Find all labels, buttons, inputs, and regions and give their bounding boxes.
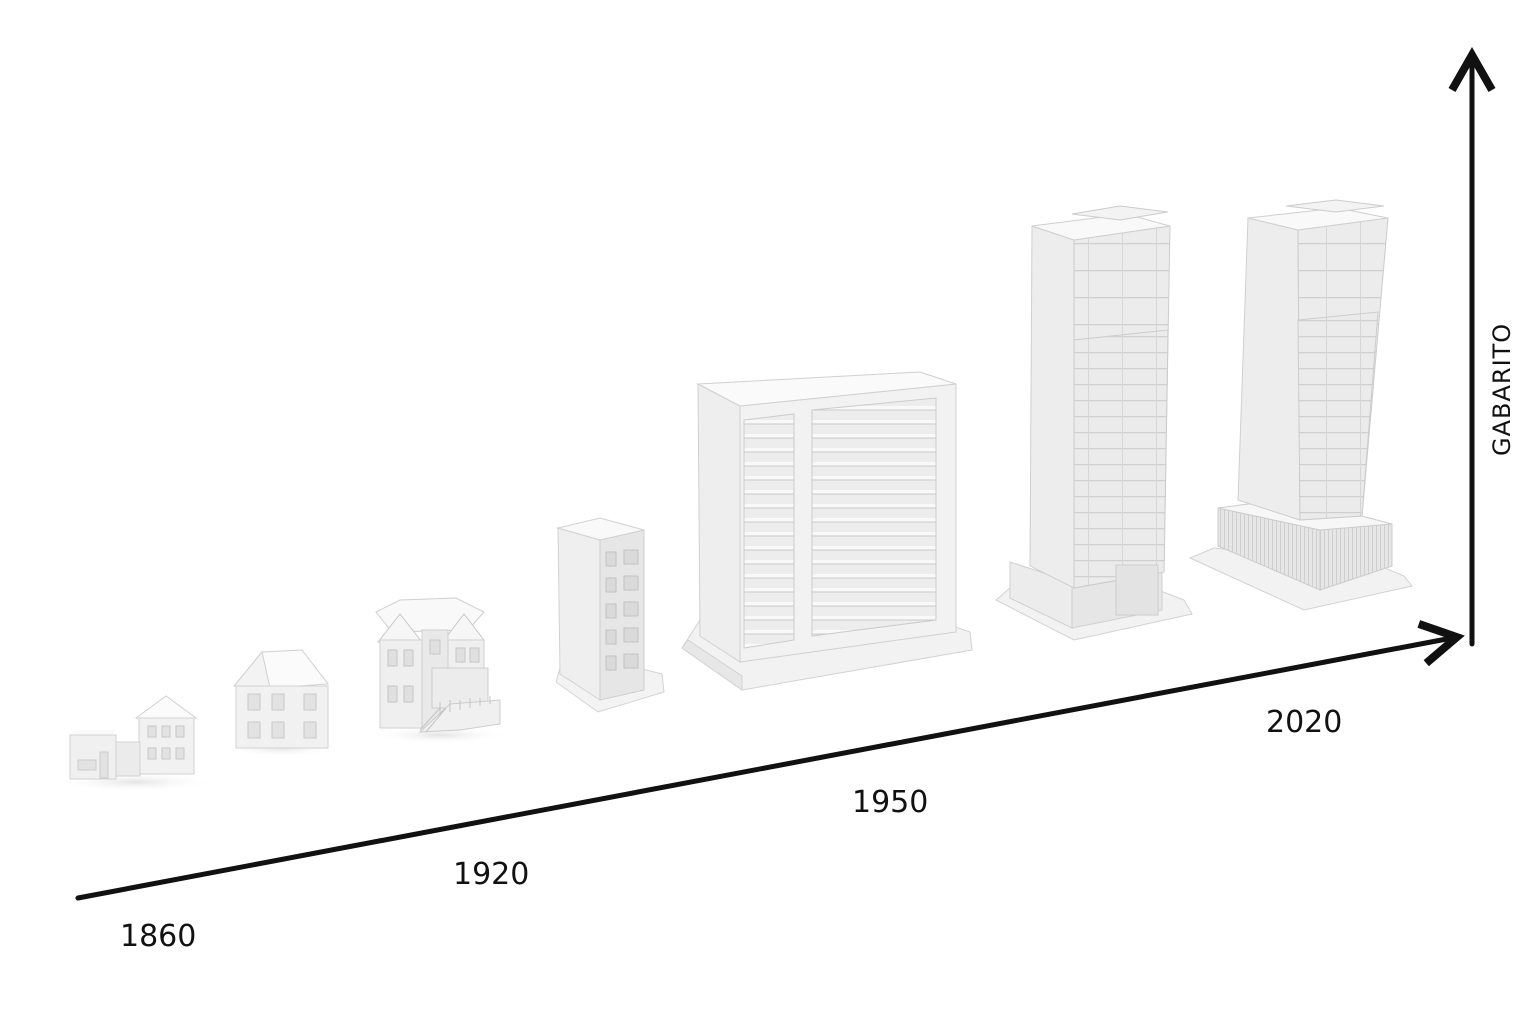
building-two-storey-house [222, 649, 342, 757]
year-label-1950: 1950 [852, 785, 928, 820]
building-1860-houses [55, 695, 215, 792]
building-mid-rise-block [555, 517, 665, 713]
year-label-1860: 1860 [120, 919, 196, 954]
building-tall-tower [995, 205, 1193, 641]
height-axis-label: GABARITO [1488, 323, 1516, 456]
year-label-1920: 1920 [453, 857, 529, 892]
building-1920-victorian-house [370, 597, 510, 744]
building-1950-slab-block [681, 371, 973, 691]
year-label-2020: 2020 [1266, 705, 1342, 740]
building-2020-tower-podium [1188, 199, 1413, 611]
time-axis-arrow [75, 620, 1465, 901]
